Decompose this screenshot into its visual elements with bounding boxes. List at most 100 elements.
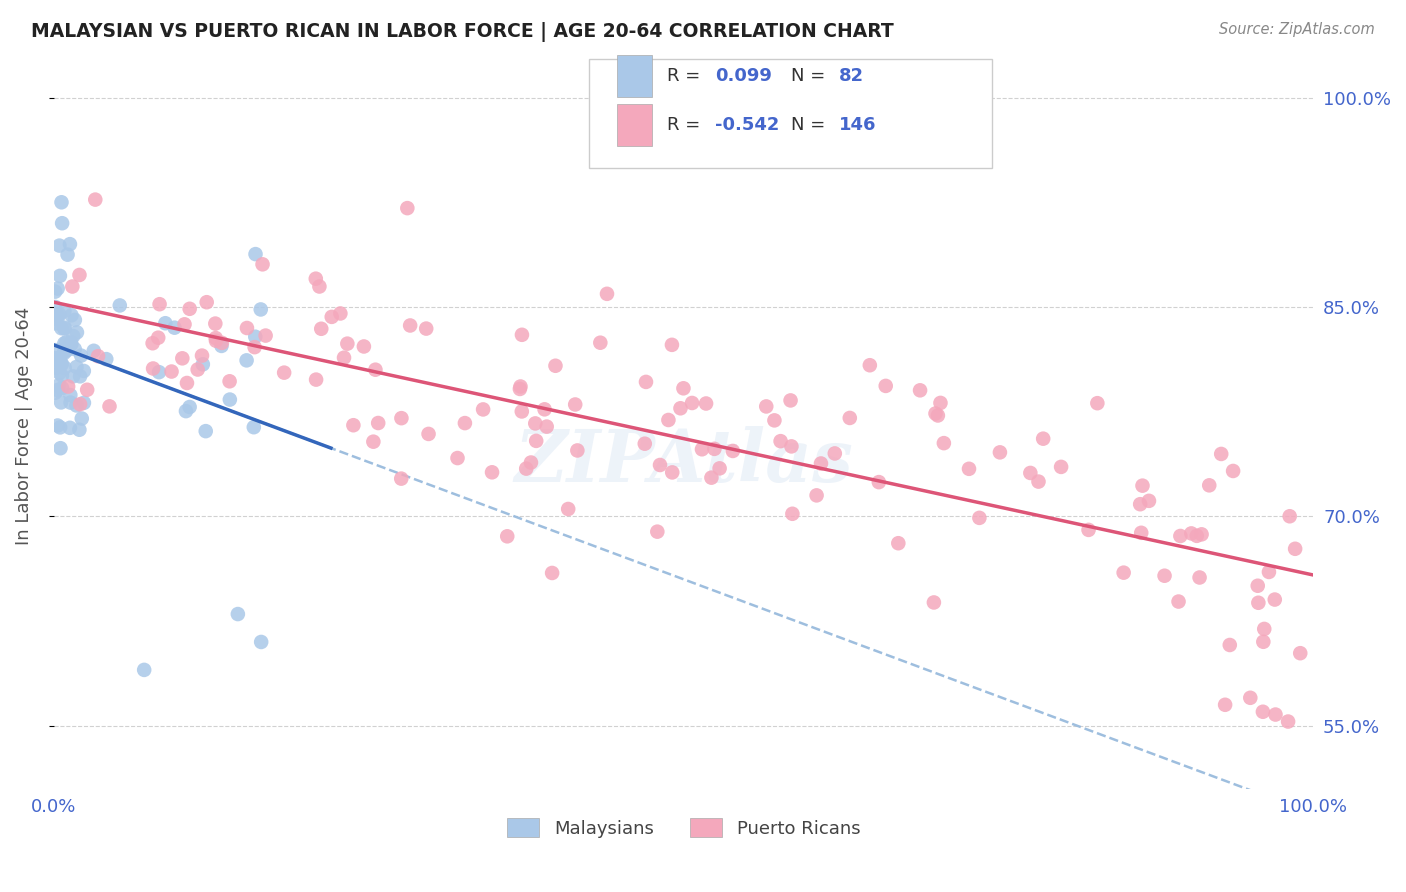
Point	[53, 321, 76, 335]
Text: 146: 146	[838, 116, 876, 134]
Point	[779, 393, 801, 408]
Point	[363, 434, 385, 449]
Point	[389, 472, 412, 486]
Point	[49, 441, 72, 455]
Point	[1278, 509, 1301, 524]
Point	[44, 316, 66, 330]
Point	[191, 357, 214, 371]
FancyBboxPatch shape	[617, 104, 652, 146]
Point	[55, 334, 77, 349]
Point	[56, 247, 79, 261]
Point	[63, 342, 86, 356]
Point	[1085, 396, 1108, 410]
Point	[1153, 568, 1175, 582]
Point	[969, 511, 991, 525]
Point	[763, 413, 786, 427]
Point	[887, 536, 910, 550]
Point	[46, 418, 69, 433]
Text: 0.099: 0.099	[716, 67, 772, 85]
Point	[46, 308, 69, 322]
Point	[690, 442, 713, 457]
Point	[76, 383, 98, 397]
Point	[589, 335, 612, 350]
Point	[59, 335, 82, 350]
Point	[1180, 526, 1202, 541]
Point	[87, 349, 110, 363]
Point	[333, 351, 356, 365]
Point	[1213, 698, 1236, 712]
Point	[769, 434, 792, 449]
Point	[53, 343, 76, 358]
Point	[44, 300, 66, 314]
Point	[647, 524, 669, 539]
Point	[721, 444, 744, 458]
Point	[195, 295, 218, 310]
Point	[254, 328, 277, 343]
Point	[155, 316, 177, 330]
Point	[44, 360, 66, 375]
Point	[179, 400, 201, 414]
Text: R =: R =	[668, 67, 706, 85]
Point	[1188, 570, 1211, 584]
Point	[48, 238, 70, 252]
Point	[859, 358, 882, 372]
Point	[510, 327, 533, 342]
Point	[418, 426, 440, 441]
Point	[875, 379, 897, 393]
Point	[65, 359, 87, 374]
Point	[1219, 638, 1241, 652]
Point	[44, 385, 66, 400]
Point	[1129, 497, 1152, 511]
Point	[305, 271, 328, 285]
Point	[1130, 525, 1153, 540]
Point	[235, 353, 257, 368]
Point	[396, 201, 419, 215]
Point	[1253, 622, 1275, 636]
Point	[46, 282, 69, 296]
Point	[544, 359, 567, 373]
Point	[96, 352, 118, 367]
Point	[838, 411, 860, 425]
Point	[69, 268, 91, 282]
Text: 82: 82	[838, 67, 863, 85]
Point	[1222, 464, 1244, 478]
Point	[1170, 529, 1192, 543]
Point	[148, 297, 170, 311]
Point	[957, 462, 980, 476]
Point	[163, 320, 186, 334]
Point	[204, 317, 226, 331]
Point	[824, 446, 846, 460]
Point	[51, 195, 73, 210]
Point	[657, 413, 679, 427]
Point	[148, 365, 170, 379]
Point	[226, 607, 249, 621]
Point	[44, 285, 66, 299]
Point	[176, 376, 198, 390]
Point	[59, 395, 82, 409]
Point	[204, 331, 226, 345]
Point	[922, 595, 945, 609]
Point	[56, 379, 79, 393]
Point	[364, 362, 387, 376]
Point	[1258, 565, 1281, 579]
Point	[446, 451, 468, 466]
Text: -0.542: -0.542	[716, 116, 779, 134]
Point	[252, 257, 274, 271]
Point	[399, 318, 422, 333]
Point	[1077, 523, 1099, 537]
Point	[273, 366, 295, 380]
Point	[367, 416, 389, 430]
Point	[49, 420, 72, 434]
Point	[63, 313, 86, 327]
Point	[60, 308, 83, 322]
Point	[98, 400, 121, 414]
Point	[67, 423, 90, 437]
Point	[62, 369, 84, 384]
Point	[496, 529, 519, 543]
Point	[45, 343, 67, 357]
Point	[1191, 527, 1213, 541]
Point	[1112, 566, 1135, 580]
Point	[45, 351, 67, 365]
Point	[66, 326, 89, 340]
Point	[780, 439, 803, 453]
